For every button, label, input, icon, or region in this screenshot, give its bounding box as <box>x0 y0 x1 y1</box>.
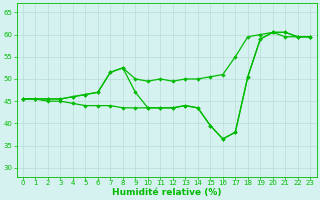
X-axis label: Humidité relative (%): Humidité relative (%) <box>112 188 221 197</box>
